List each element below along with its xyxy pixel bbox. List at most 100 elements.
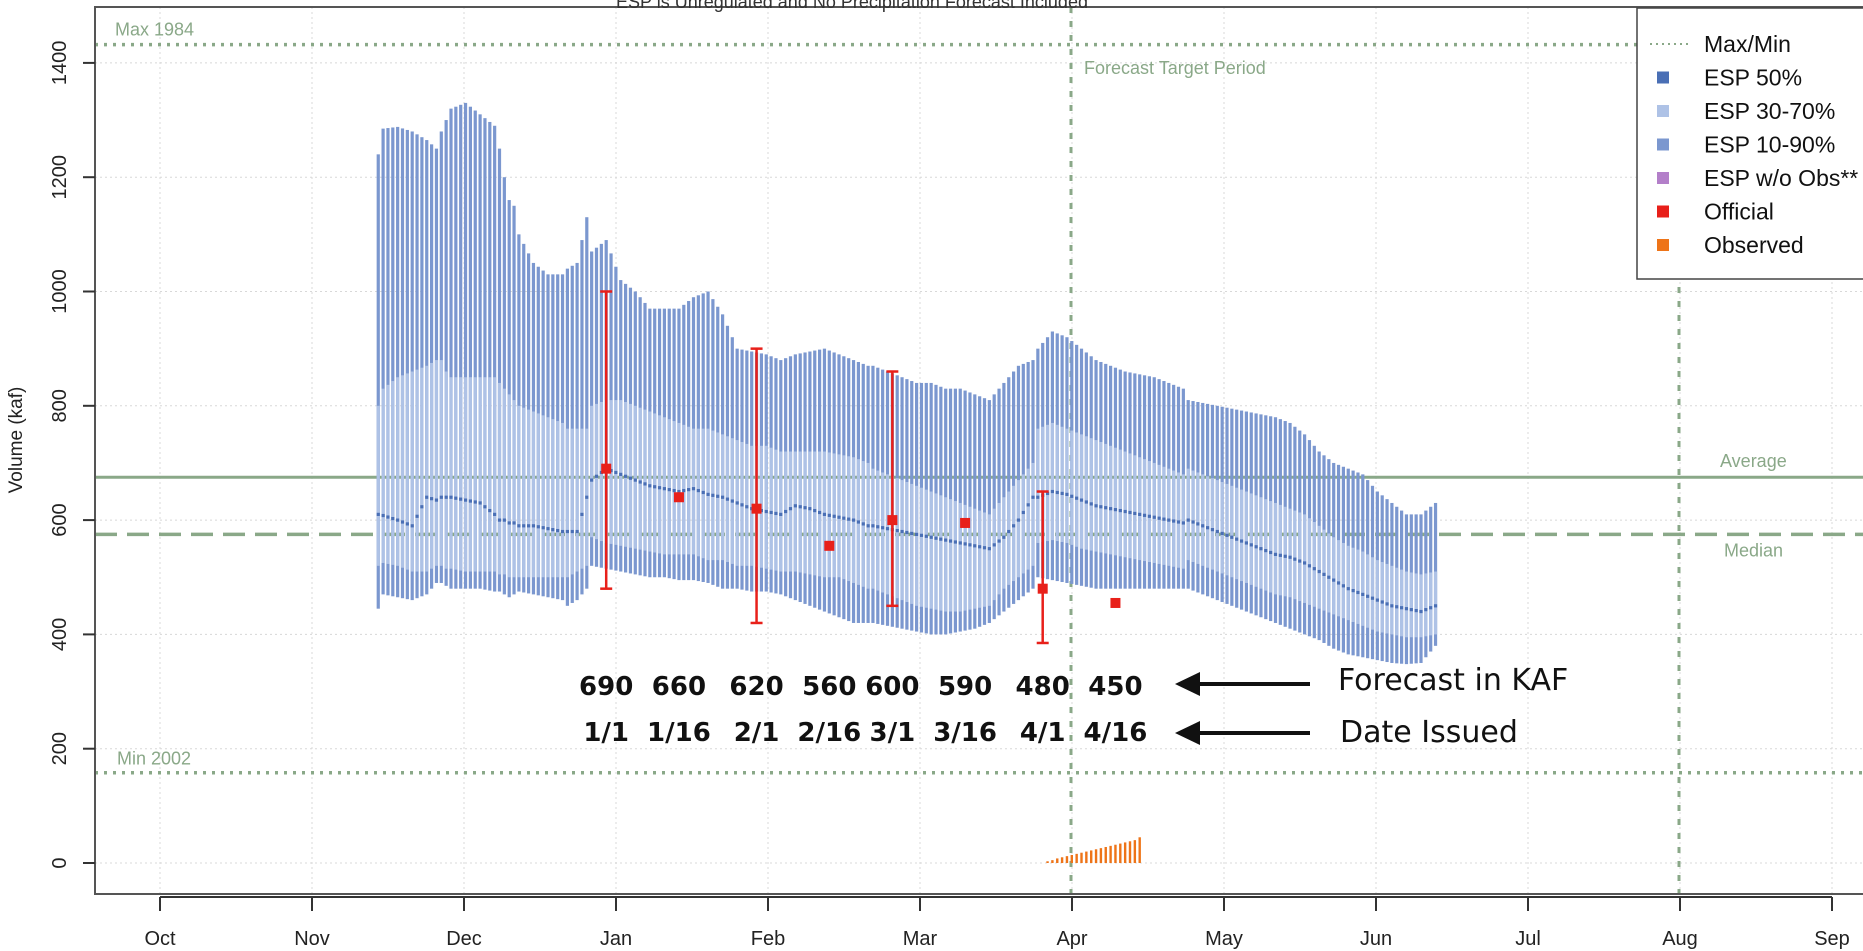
esp-50-point [774, 511, 778, 516]
observed-bar [1114, 844, 1117, 863]
esp-30-70-bar [1172, 470, 1176, 567]
esp-50-point [842, 516, 846, 520]
esp-30-70-bar [1404, 571, 1409, 638]
esp-50-point [1424, 608, 1428, 612]
esp-30-70-bar [565, 428, 569, 578]
observed-bar [1138, 837, 1141, 863]
esp-50-point [691, 487, 696, 491]
esp-30-70-bar [1104, 443, 1108, 554]
official-forecast-point [824, 540, 835, 551]
esp-10-90-bar [488, 121, 492, 591]
esp-50-point [580, 512, 584, 516]
legend-label: Observed [1704, 232, 1804, 258]
esp-30-70-bar [449, 377, 453, 569]
legend-label: Official [1704, 199, 1774, 225]
esp-50-point [1196, 522, 1200, 526]
esp-50-point [463, 498, 468, 502]
esp-30-70-bar [1307, 518, 1312, 605]
esp-50-point [813, 508, 817, 513]
esp-50-point [1007, 529, 1011, 534]
esp-30-70-bar [1007, 491, 1011, 585]
esp-50-point [536, 525, 540, 529]
esp-30-70-bar [1201, 474, 1205, 566]
esp-30-70-bar [628, 403, 633, 548]
esp-30-70-bar [1079, 434, 1084, 549]
esp-50-point [1317, 569, 1321, 574]
esp-30-70-bar [1230, 485, 1234, 578]
esp-30-70-bar [871, 468, 875, 589]
esp-30-70-bar [488, 377, 492, 572]
esp-30-70-bar [1099, 441, 1103, 553]
esp-30-70-bar [1176, 472, 1181, 568]
esp-30-70-bar [391, 381, 395, 565]
esp-50-point [934, 536, 938, 540]
esp-50-point [885, 527, 890, 531]
esp-30-70-bar [1259, 497, 1263, 589]
esp-30-70-bar [1269, 501, 1273, 593]
esp-50-point [948, 539, 953, 543]
esp-50-point [502, 518, 506, 522]
esp-50-point [1152, 515, 1156, 519]
esp-50-point [987, 547, 991, 551]
esp-50-point [473, 500, 477, 504]
esp-30-70-bar [1424, 573, 1428, 637]
esp-50-point [391, 516, 395, 521]
official-forecast-point [751, 503, 762, 514]
esp-50-point [522, 524, 526, 528]
esp-10-90-bar [497, 148, 502, 592]
chart-title: ESP is Unregulated and No Precipitation … [616, 0, 1088, 12]
observed-bar [1070, 854, 1073, 863]
esp-10-90-bar [987, 400, 991, 623]
esp-30-70-bar [1366, 554, 1370, 628]
esp-50-point [1133, 511, 1137, 516]
esp-30-70-bar [376, 405, 380, 566]
esp-30-70-bar [1152, 462, 1156, 563]
esp-50-point [1322, 572, 1326, 576]
esp-30-70-bar [1045, 424, 1050, 542]
observed-bar [1123, 842, 1127, 863]
esp-30-70-bar [1341, 542, 1345, 619]
forecast-arrow-icon [1175, 672, 1200, 696]
esp-50-point [1079, 498, 1084, 502]
date-issued-labels: 1/1 1/16 2/1 2/16 3/1 3/16 4/1 4/16 [583, 718, 1147, 748]
esp-30-70-bar [1254, 495, 1258, 587]
esp-30-70-bar [590, 405, 594, 538]
esp-30-70-bar [1094, 440, 1098, 552]
esp-30-70-bar [657, 415, 662, 554]
observed-bar [1056, 858, 1059, 863]
esp-50-point [1303, 561, 1307, 565]
esp-30-70-bar [895, 478, 899, 599]
x-tick-label: Sep [1814, 928, 1850, 950]
esp-50-point [1404, 607, 1409, 611]
esp-30-70-bar [1409, 572, 1413, 638]
esp-30-70-bar [1031, 462, 1035, 566]
esp-50-point [590, 478, 594, 482]
esp-50-point [1390, 604, 1394, 608]
esp-30-70-bar [939, 495, 943, 611]
esp-30-70-bar [1395, 567, 1399, 636]
esp-50-point [1050, 489, 1054, 494]
esp-50-point [953, 540, 957, 544]
esp-30-70-bar [1303, 514, 1307, 603]
esp-50-point [1128, 510, 1132, 515]
esp-30-70-bar [1210, 478, 1215, 570]
esp-50-point [1361, 592, 1365, 596]
esp-50-point [1230, 535, 1234, 539]
esp-30-70-bar [696, 428, 700, 557]
esp-30-70-bar [1273, 502, 1278, 595]
observed-bar [1090, 850, 1093, 863]
esp-50-point [905, 530, 909, 535]
esp-50-point [915, 532, 919, 536]
esp-50-point [725, 497, 730, 501]
esp-30-70-bar [575, 428, 579, 572]
esp-30-70-bar [963, 504, 967, 611]
esp-50-point [1225, 533, 1229, 537]
esp-50-point [662, 487, 666, 491]
forecast-value-label: 660 [652, 672, 706, 702]
esp-50-point [1395, 605, 1399, 609]
esp-10-90-bar [478, 114, 482, 589]
esp-30-70-bar [1225, 483, 1229, 576]
esp-10-90-bar [997, 388, 1001, 616]
esp-50-point [982, 546, 987, 550]
observed-bar [1128, 841, 1132, 863]
